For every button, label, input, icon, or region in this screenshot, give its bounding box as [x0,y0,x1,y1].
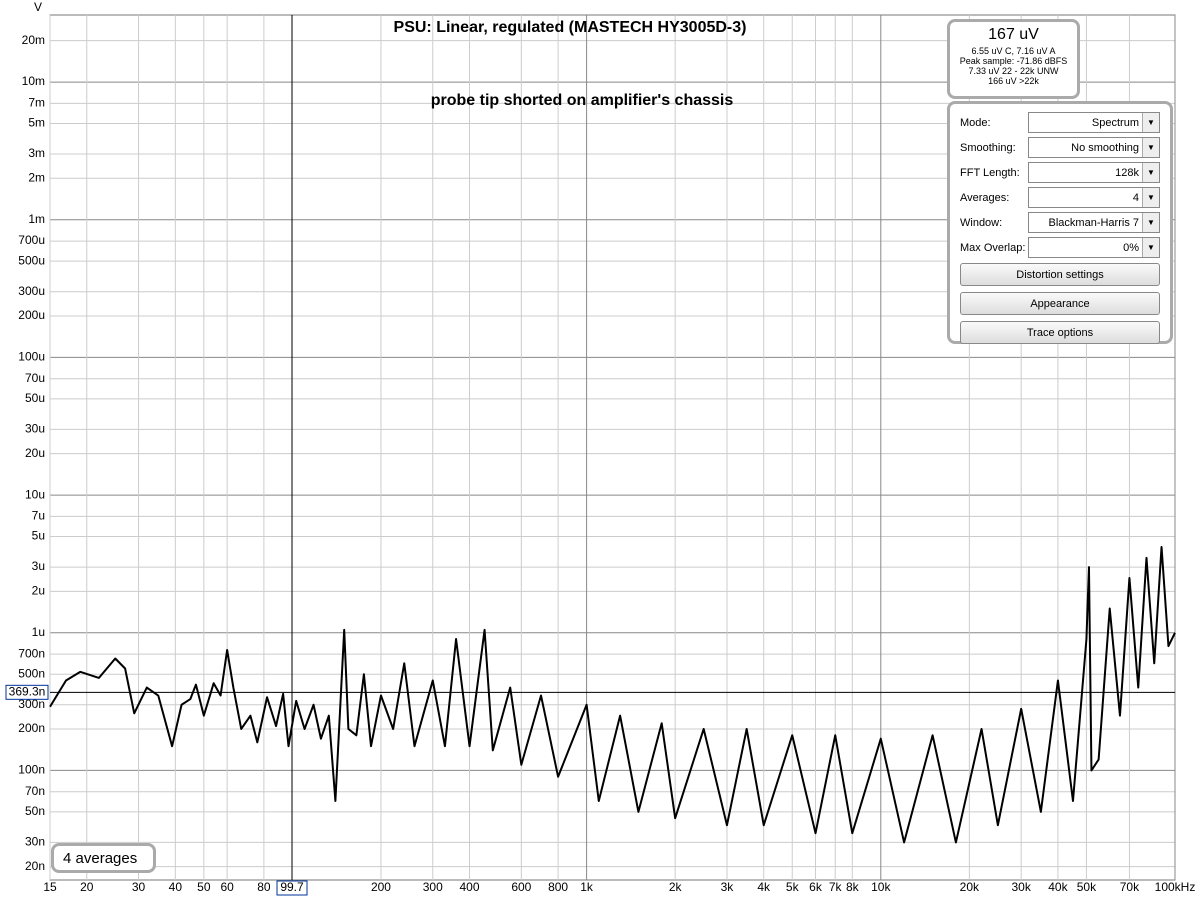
x-tick-label: 10k [871,880,891,894]
x-tick-label: 60 [220,880,234,894]
x-tick-label: 6k [809,880,823,894]
control-dropdown[interactable]: 128k [1028,162,1160,183]
control-dropdown[interactable]: Spectrum [1028,112,1160,133]
y-tick-label: 10m [22,74,45,88]
x-tick-label: 800 [548,880,568,894]
control-row: FFT Length: 128k [960,160,1160,185]
y-tick-label: 500n [18,666,45,680]
y-tick-label: 20m [22,33,45,47]
x-tick-label: 2k [669,880,683,894]
control-label: Smoothing: [960,141,1016,154]
x-tick-label: 600 [511,880,531,894]
control-panel: Mode:SpectrumSmoothing:No smoothingFFT L… [947,101,1173,344]
control-label: FFT Length: [960,166,1020,179]
y-tick-label: 30n [25,835,45,849]
x-tick-label: 400 [460,880,480,894]
y-tick-label: 5m [28,116,45,130]
cursor-x-label: 99.7 [280,880,304,894]
x-tick-label: 8k [846,880,860,894]
meter-line: 6.55 uV C, 7.16 uV A [971,46,1056,56]
x-tick-label: 3k [721,880,735,894]
meter-line: 166 uV >22k [988,76,1039,86]
y-axis-label: V [34,0,42,14]
y-tick-label: 700n [18,646,45,660]
y-tick-label: 50u [25,391,45,405]
control-row: Max Overlap: 0% [960,235,1160,260]
y-tick-label: 70n [25,784,45,798]
y-tick-label: 10u [25,487,45,501]
y-tick-label: 70u [25,371,45,385]
control-button[interactable]: Appearance [960,292,1160,315]
cursor-y-box [5,684,49,700]
y-tick-label: 3u [32,559,45,573]
x-tick-label: 15 [43,880,57,894]
x-tick-label: 30 [132,880,146,894]
control-row: Mode: Spectrum [960,110,1160,135]
x-tick-label: 1k [580,880,594,894]
control-dropdown[interactable]: Blackman-Harris 7 [1028,212,1160,233]
x-tick-label: 20k [960,880,980,894]
x-tick-label: 20 [80,880,94,894]
cursor-x-box [276,880,308,896]
meter-panel: 167 uV 6.55 uV C, 7.16 uV A Peak sample: … [947,19,1080,99]
y-tick-label: 200n [18,721,45,735]
control-button[interactable]: Distortion settings [960,263,1160,286]
y-tick-label: 2u [32,583,45,597]
y-tick-label: 2m [28,170,45,184]
y-tick-label: 700u [18,233,45,247]
control-row: Window: Blackman-Harris 7 [960,210,1160,235]
meter-value: 167 uV [988,26,1039,43]
averages-text: 4 averages [63,849,138,867]
control-row: Averages: 4 [960,185,1160,210]
control-dropdown[interactable]: 0% [1028,237,1160,258]
x-tick-label: 7k [829,880,843,894]
control-label: Max Overlap: [960,241,1026,254]
y-tick-label: 100n [18,763,45,777]
control-label: Window: [960,216,1003,229]
y-tick-label: 200u [18,308,45,322]
annotation: probe tip shorted on amplifier's chassis [431,92,734,109]
y-tick-label: 7u [32,509,45,523]
control-dropdown[interactable]: No smoothing [1028,137,1160,158]
x-tick-label: 80 [257,880,271,894]
x-tick-label: 50k [1077,880,1097,894]
cursor-y-label: 369.3n [9,684,46,698]
control-label: Averages: [960,191,1010,204]
y-tick-label: 3m [28,146,45,160]
x-tick-label: 40k [1048,880,1068,894]
x-tick-label: 100kHz [1155,880,1196,894]
control-label: Mode: [960,116,991,129]
y-tick-label: 100u [18,350,45,364]
meter-line: Peak sample: -71.86 dBFS [959,56,1068,66]
y-tick-label: 1m [28,212,45,226]
trace [49,545,1176,844]
averages-badge: 4 averages [51,843,156,873]
y-tick-label: 300n [18,697,45,711]
x-tick-label: 70k [1120,880,1140,894]
x-tick-label: 40 [169,880,183,894]
control-button[interactable]: Trace options [960,321,1160,344]
y-tick-label: 20n [25,859,45,873]
y-tick-label: 5u [32,529,45,543]
y-tick-label: 1u [32,625,45,639]
x-tick-label: 300 [423,880,443,894]
x-tick-label: 30k [1011,880,1031,894]
x-tick-label: 5k [786,880,800,894]
y-tick-label: 50n [25,804,45,818]
y-tick-label: 20u [25,446,45,460]
y-tick-label: 500u [18,253,45,267]
y-tick-label: 300u [18,284,45,298]
x-tick-label: 50 [197,880,211,894]
y-tick-label: 30u [25,422,45,436]
control-dropdown[interactable]: 4 [1028,187,1160,208]
x-tick-label: 200 [371,880,391,894]
control-row: Smoothing: No smoothing [960,135,1160,160]
x-tick-label: 4k [757,880,771,894]
chart-title: PSU: Linear, regulated (MASTECH HY3005D-… [394,19,747,36]
y-tick-label: 7m [28,96,45,110]
meter-line: 7.33 uV 22 - 22k UNW [968,66,1059,76]
